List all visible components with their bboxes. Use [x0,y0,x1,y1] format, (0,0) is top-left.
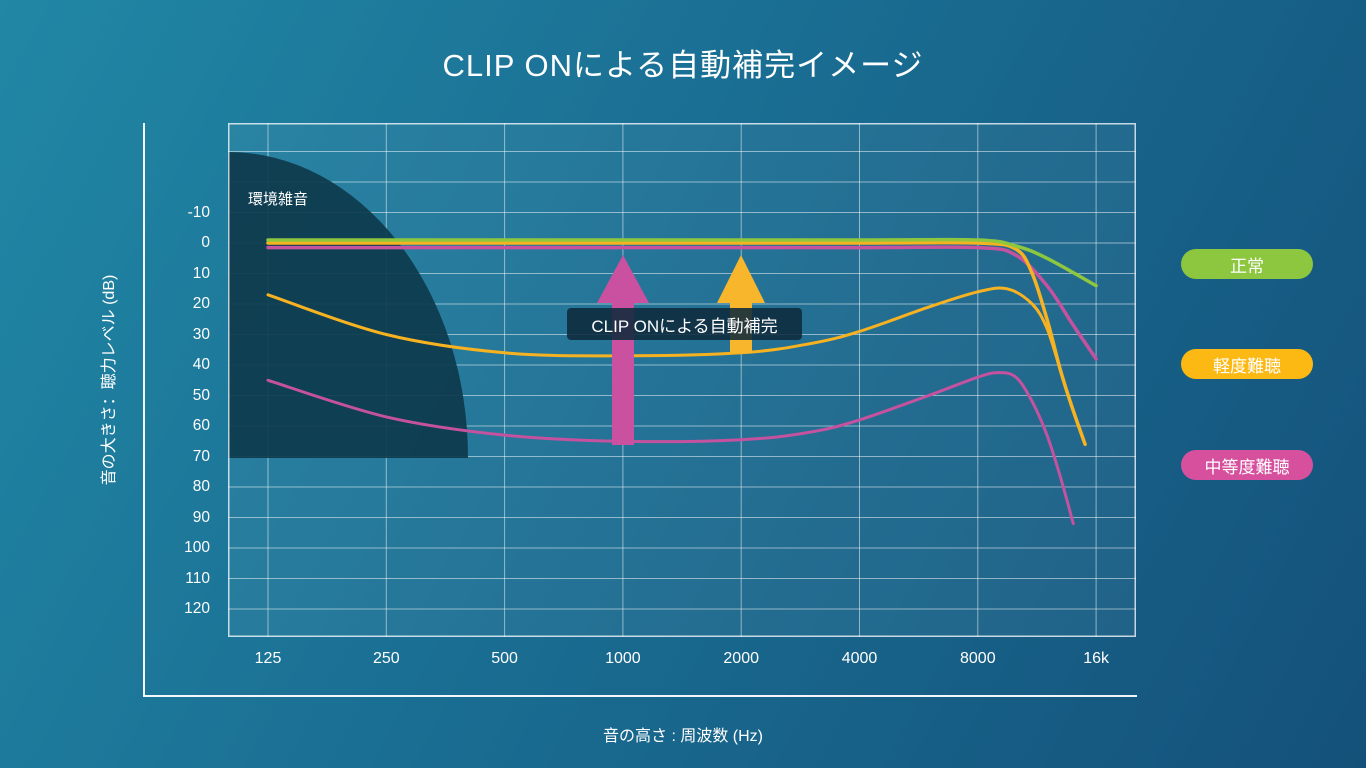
compensation-arrows [597,255,765,445]
page-title: CLIP ONによる自動補完イメージ [442,48,924,83]
curve-中等度難聴 [266,371,1075,526]
noise-region-label: 環境雑音 [248,191,309,208]
pink-up-arrow [597,255,649,445]
compensation-annotation-text: CLIP ONによる自動補完 [591,316,778,336]
audiogram-plot [228,123,1136,637]
y-tick-label: 70 [192,447,210,465]
legend-normal: 正常 [1181,249,1313,279]
x-tick-label: 4000 [841,650,878,667]
y-tick-label: 30 [192,325,210,343]
y-tick-label: 0 [201,234,210,251]
x-tick-label: 250 [372,650,400,667]
yellow-up-arrow [717,255,765,353]
axis-frame [143,123,1137,697]
legend-moderate-loss: 中等度難聴 [1181,450,1313,480]
legend-mild-loss: 軽度難聴 [1181,349,1313,379]
y-tick-label: 120 [184,600,210,617]
curve-軽度難聴(CLIP ON補完後) [266,240,1087,447]
x-tick-label: 8000 [960,650,996,667]
y-tick-label: 60 [192,417,210,434]
curve-正常 [266,237,1098,288]
x-tick-label: 125 [254,650,282,667]
x-tick-label: 2000 [723,650,759,667]
y-tick-label: 90 [192,508,210,526]
x-tick-label: 16k [1083,650,1109,667]
plot-border [228,123,1136,637]
hearing-curves [266,237,1098,526]
x-axis-label: 音の高さ : 周波数 (Hz) [603,728,763,745]
y-tick-label: 20 [192,295,210,312]
y-tick-label: 50 [192,386,210,404]
y-tick-label: 100 [184,539,210,556]
ambient-noise-region [228,152,468,458]
x-tick-label: 500 [491,650,518,667]
y-tick-label: -10 [187,203,210,221]
y-tick-label: 80 [192,478,210,495]
x-tick-label: 1000 [605,650,641,667]
compensation-annotation: CLIP ONによる自動補完 [567,308,802,340]
curve-中等度難聴(CLIP ON補完後) [266,245,1098,361]
y-tick-label: 10 [192,264,210,282]
y-tick-label: 110 [185,569,210,587]
y-tick-label: 40 [192,356,210,373]
